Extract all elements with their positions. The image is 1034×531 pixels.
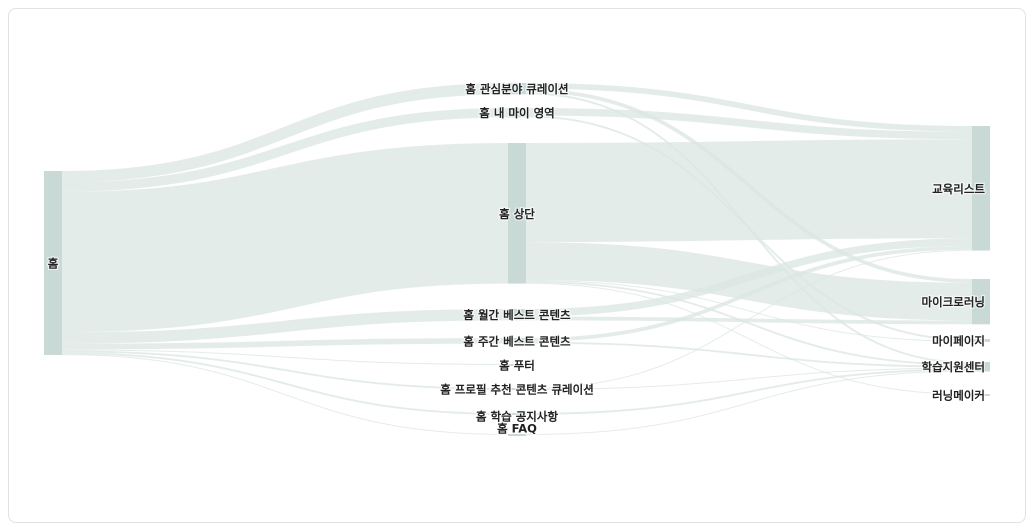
link-top-support <box>525 280 973 366</box>
node-label-footer: 홈 푸터 <box>499 359 535 373</box>
link-monthly-micro <box>525 316 973 325</box>
node-edulist <box>972 126 990 251</box>
node-label-edulist: 교육리스트 <box>932 182 985 196</box>
node-label-notice: 홈 학습 공지사항 <box>476 410 558 424</box>
link-top-mypage <box>525 279 973 342</box>
link-interest-edulist <box>525 83 973 132</box>
node-mymy <box>508 108 526 118</box>
link-weekly-support <box>525 341 973 368</box>
link-faq-support <box>525 370 973 435</box>
node-notice <box>508 413 526 415</box>
links <box>61 82 973 435</box>
node-label-home: 홈 <box>48 257 59 271</box>
link-top-maker <box>525 282 973 395</box>
node-support <box>972 362 990 372</box>
link-home-profile <box>61 350 509 390</box>
node-label-monthly: 홈 월간 베스트 콘텐츠 <box>463 308 571 322</box>
link-home-monthly <box>61 309 509 344</box>
node-label-weekly: 홈 주간 베스트 콘텐츠 <box>463 334 571 348</box>
node-home <box>44 171 62 355</box>
link-home-faq <box>61 354 509 435</box>
node-label-interest: 홈 관심분야 큐레이션 <box>465 82 568 96</box>
link-top-edulist <box>525 139 973 243</box>
link-home-footer <box>61 349 509 365</box>
node-label-maker: 러닝메이커 <box>932 389 985 403</box>
node-footer <box>508 364 526 366</box>
link-profile-support <box>525 367 973 390</box>
node-interest <box>508 83 526 95</box>
nodes <box>44 83 990 436</box>
node-mypage <box>972 339 990 342</box>
node-label-mymy: 홈 내 마이 영역 <box>479 106 555 120</box>
node-weekly <box>508 338 526 344</box>
node-top <box>508 143 526 284</box>
node-profile <box>508 388 526 390</box>
node-label-mypage: 마이페이지 <box>932 334 985 348</box>
link-mymy-edulist <box>525 107 973 140</box>
node-faq <box>508 434 526 436</box>
link-profile-edulist <box>525 249 973 389</box>
node-label-micro: 마이크로러닝 <box>922 295 985 309</box>
node-label-faq: 홈 FAQ <box>497 422 537 436</box>
node-maker <box>972 394 990 396</box>
link-home-weekly <box>61 338 509 350</box>
link-notice-support <box>525 368 973 415</box>
node-monthly <box>508 309 526 321</box>
link-weekly-edulist <box>525 245 973 342</box>
link-home-mymy <box>61 108 509 192</box>
node-label-support: 학습지원센터 <box>922 360 985 374</box>
node-micro <box>972 279 990 325</box>
link-home-top <box>61 142 509 333</box>
link-monthly-edulist <box>525 238 973 317</box>
link-home-notice <box>61 352 509 415</box>
node-label-top: 홈 상단 <box>499 207 535 221</box>
link-home-interest <box>61 82 509 183</box>
node-label-profile: 홈 프로필 추천 콘텐츠 큐레이션 <box>440 383 594 397</box>
